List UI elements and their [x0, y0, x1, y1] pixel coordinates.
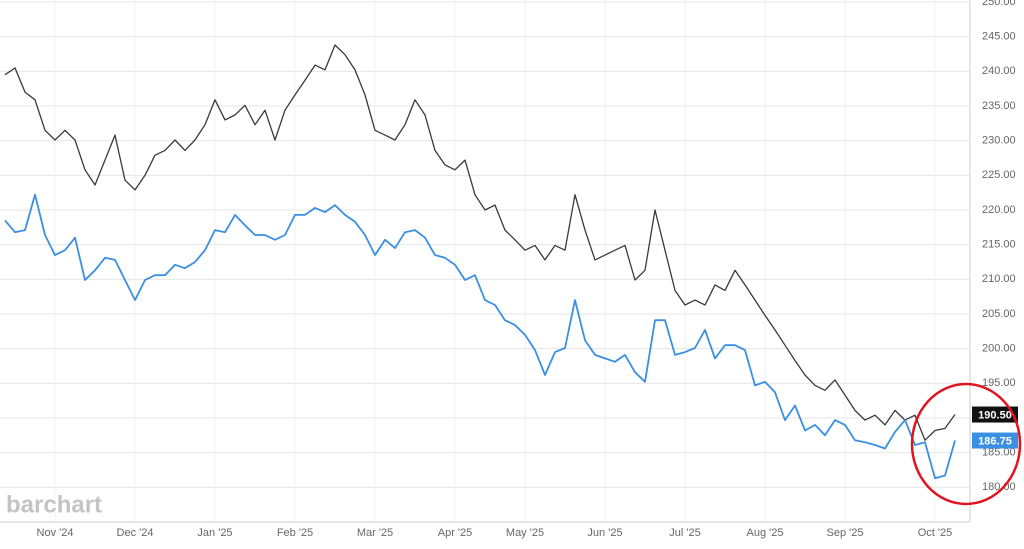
- y-tick-label: 235.00: [982, 100, 1016, 112]
- y-tick-label: 230.00: [982, 135, 1016, 147]
- x-tick-label: Jan '25: [197, 527, 232, 539]
- y-tick-label: 185.00: [982, 447, 1016, 459]
- x-tick-label: Oct '25: [918, 527, 953, 539]
- lines: [4, 44, 956, 480]
- grid: [0, 0, 970, 522]
- x-tick-label: Aug '25: [747, 527, 784, 539]
- watermark: barchart: [6, 491, 102, 518]
- value-label: 186.75: [978, 435, 1012, 447]
- y-tick-label: 205.00: [982, 308, 1016, 320]
- x-tick-label: Jul '25: [669, 527, 700, 539]
- x-tick-label: Nov '24: [37, 527, 74, 539]
- x-tick-label: Mar '25: [357, 527, 393, 539]
- x-tick-label: Apr '25: [438, 527, 473, 539]
- y-tick-label: 210.00: [982, 273, 1016, 285]
- y-tick-label: 215.00: [982, 239, 1016, 251]
- y-tick-label: 250.00: [982, 0, 1016, 8]
- highlight-circle: [910, 382, 1022, 506]
- x-tick-label: May '25: [506, 527, 544, 539]
- x-tick-label: Jun '25: [587, 527, 622, 539]
- y-tick-label: 195.00: [982, 377, 1016, 389]
- value-label: 190.50: [978, 409, 1012, 421]
- labels: 180.00185.00190.00195.00200.00205.00210.…: [37, 0, 1018, 539]
- y-tick-label: 200.00: [982, 343, 1016, 355]
- y-tick-label: 225.00: [982, 169, 1016, 181]
- series-line: [4, 193, 956, 480]
- y-tick-label: 240.00: [982, 65, 1016, 77]
- x-tick-label: Feb '25: [277, 527, 313, 539]
- series-line: [4, 44, 956, 441]
- y-tick-label: 245.00: [982, 31, 1016, 43]
- x-tick-label: Dec '24: [117, 527, 154, 539]
- value-label-box: [972, 432, 1018, 449]
- value-label-box: [972, 406, 1018, 423]
- x-tick-label: Sep '25: [827, 527, 864, 539]
- y-tick-label: 220.00: [982, 204, 1016, 216]
